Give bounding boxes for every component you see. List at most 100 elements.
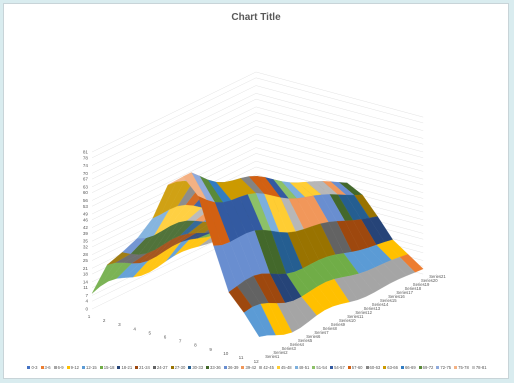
series-label: Series1 — [265, 354, 280, 359]
gridline — [91, 98, 424, 180]
series-label: Series15 — [380, 298, 397, 303]
series-label: Series16 — [388, 294, 405, 299]
legend-item: 39-42 — [241, 365, 256, 370]
legend-item: 27-30 — [170, 364, 186, 370]
legend-label: 51-54 — [316, 364, 328, 370]
legend-item: 6-9 — [53, 365, 64, 370]
legend-label: 24-27 — [156, 364, 168, 370]
legend-item: 33-36 — [206, 365, 221, 370]
legend-item: 78-81 — [471, 365, 487, 370]
legend-label: 21-24 — [139, 364, 150, 370]
legend-label: 33-36 — [210, 364, 221, 370]
series-label: Series20 — [421, 278, 438, 283]
category-tick-label: 5 — [149, 330, 152, 335]
legend-item: 24-27 — [152, 364, 168, 370]
legend-swatch — [330, 365, 334, 369]
series-label: Series18 — [405, 286, 422, 291]
legend-item: 3-6 — [40, 364, 51, 370]
legend-item: 12-15 — [82, 365, 97, 370]
category-tick-label: 3 — [118, 322, 121, 327]
z-tick-label: 49 — [83, 212, 89, 217]
z-tick-label: 39 — [83, 231, 89, 236]
series-label: Series3 — [282, 346, 297, 351]
legend-swatch — [40, 365, 44, 369]
category-tick-label: 2 — [103, 318, 106, 323]
gridline — [91, 85, 424, 166]
category-tick-label: 12 — [254, 359, 260, 364]
z-tick-label: 32 — [83, 244, 89, 249]
legend-label: 27-30 — [174, 364, 186, 370]
series-label: Series9 — [331, 322, 346, 327]
legend-swatch — [27, 365, 31, 369]
legend-swatch — [223, 365, 227, 369]
legend-swatch — [383, 365, 387, 369]
gridline — [91, 126, 424, 207]
z-tick-label: 53 — [83, 204, 89, 209]
z-tick-label: 56 — [83, 198, 89, 203]
z-tick-label: 70 — [83, 171, 89, 176]
legend-label: 69-72 — [422, 364, 434, 370]
legend-swatch — [294, 365, 298, 369]
legend-swatch — [418, 365, 422, 369]
legend-swatch — [66, 365, 70, 369]
legend-label: 39-42 — [245, 364, 257, 370]
z-tick-label: 0 — [85, 307, 88, 312]
series-label: Series21 — [429, 274, 446, 279]
legend-swatch — [53, 365, 57, 369]
legend-label: 3-6 — [44, 364, 51, 370]
chart-area: Chart Title 0 4 7 11 14 18 21 25 28 32 35 39 42 46 49 5… — [3, 3, 509, 379]
legend-swatch — [135, 365, 139, 369]
legend-label: 57-60 — [351, 364, 363, 370]
legend-label: 48-51 — [298, 364, 310, 370]
series-label: Series19 — [413, 282, 430, 287]
category-tick-label: 8 — [194, 343, 197, 348]
legend-label: 66-69 — [404, 364, 416, 370]
legend-swatch — [82, 365, 86, 369]
legend-item: 18-21 — [117, 365, 132, 370]
gridline — [91, 153, 424, 234]
legend-label: 0-3 — [31, 364, 38, 370]
legend-label: 18-21 — [121, 364, 133, 370]
gridline — [91, 71, 424, 153]
legend-swatch — [347, 365, 351, 369]
legend-swatch — [312, 365, 316, 369]
legend-item: 36-39 — [223, 364, 239, 370]
chart-title: Chart Title — [231, 12, 281, 23]
z-tick-label: 35 — [83, 239, 89, 244]
category-tick-label: 11 — [239, 355, 244, 360]
z-tick-label: 63 — [83, 184, 89, 189]
legend-label: 54-57 — [334, 364, 345, 370]
z-tick-label: 42 — [83, 225, 89, 230]
legend-item: 0-3 — [27, 364, 38, 370]
legend-swatch — [99, 365, 103, 369]
legend-item: 75-78 — [454, 365, 469, 370]
legend-item: 42-45 — [259, 365, 274, 370]
gridline — [91, 112, 424, 193]
z-tick-label: 67 — [83, 177, 89, 182]
legend-label: 45-48 — [280, 364, 292, 370]
gridline — [91, 133, 424, 215]
legend-item: 60-63 — [365, 365, 380, 370]
gridline — [91, 160, 424, 242]
gridline — [91, 120, 424, 201]
gridline — [91, 77, 424, 159]
legend-label: 36-39 — [227, 364, 239, 370]
series-label: Series2 — [273, 350, 288, 355]
z-tick-label: 14 — [83, 279, 89, 284]
legend-swatch — [241, 365, 245, 369]
legend-item: 30-33 — [188, 365, 203, 370]
legend-swatch — [170, 365, 174, 369]
legend-item: 48-51 — [294, 364, 310, 370]
legend-swatch — [117, 365, 121, 369]
series-label: Series17 — [396, 290, 413, 295]
series-label: Series12 — [355, 310, 372, 315]
z-tick-label: 81 — [83, 150, 89, 155]
legend-item: 72-75 — [436, 365, 451, 370]
legend-item: 21-24 — [135, 365, 150, 370]
legend: 0-3 3-6 6-9 9-12 12-15 15-18 18-21 21-24 24-27 27… — [10, 362, 504, 372]
series-label: Series4 — [290, 342, 305, 347]
legend-swatch — [365, 365, 369, 369]
legend-swatch — [400, 365, 404, 369]
z-tick-label: 21 — [83, 266, 89, 271]
legend-label: 30-33 — [192, 364, 204, 370]
